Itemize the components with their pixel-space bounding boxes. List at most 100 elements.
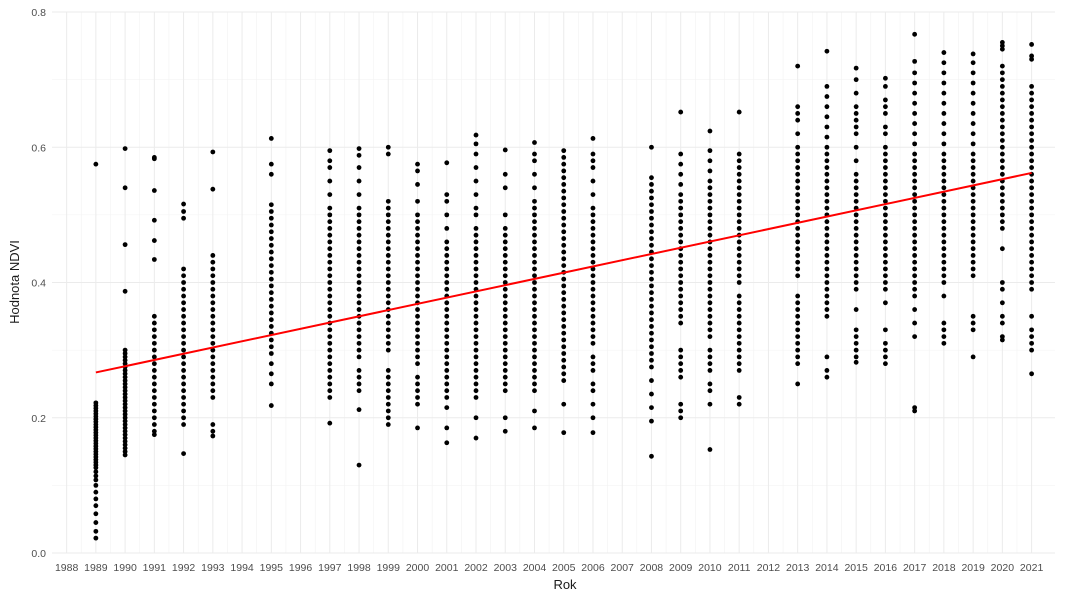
data-point — [1029, 158, 1035, 164]
data-point — [473, 327, 479, 333]
y-axis-title: Hodnota NDVI — [7, 240, 22, 324]
data-point — [356, 286, 362, 292]
data-point — [678, 286, 684, 292]
data-point — [561, 297, 567, 302]
data-point — [502, 286, 508, 292]
data-point — [707, 347, 713, 353]
data-point — [882, 219, 888, 225]
x-tick-label: 1988 — [55, 562, 79, 574]
data-point — [561, 222, 567, 228]
data-point — [385, 313, 391, 319]
data-point — [912, 253, 918, 258]
y-tick-label: 0.6 — [31, 142, 46, 154]
data-point — [1029, 111, 1035, 116]
data-point — [122, 401, 128, 407]
data-point — [999, 300, 1005, 306]
data-point — [912, 246, 918, 252]
data-point — [707, 148, 713, 154]
data-point — [444, 320, 450, 326]
data-point — [824, 185, 830, 191]
data-point — [210, 307, 216, 312]
data-point — [122, 185, 128, 191]
data-point — [795, 165, 801, 170]
data-point — [941, 178, 947, 184]
data-point — [444, 374, 450, 380]
data-point — [327, 219, 333, 225]
data-point — [590, 313, 596, 319]
data-point — [678, 232, 684, 238]
data-point — [736, 205, 742, 211]
data-point — [122, 445, 128, 451]
data-point — [912, 273, 918, 279]
data-point — [970, 212, 976, 218]
data-point — [385, 408, 391, 414]
data-point — [1029, 334, 1035, 339]
data-point — [795, 151, 801, 157]
data-point — [678, 226, 684, 231]
data-point — [795, 340, 801, 346]
data-point — [151, 327, 157, 333]
data-point — [678, 151, 684, 157]
data-point — [649, 182, 654, 187]
data-point — [415, 307, 420, 312]
data-point — [970, 165, 976, 170]
data-point — [268, 283, 274, 289]
data-point — [327, 246, 333, 252]
data-point — [707, 232, 713, 238]
data-point — [970, 151, 976, 157]
data-point — [824, 246, 830, 252]
data-point — [93, 465, 99, 471]
data-point — [444, 246, 450, 252]
data-point — [882, 165, 888, 170]
data-point — [678, 408, 684, 414]
data-point — [941, 239, 947, 245]
data-point — [151, 313, 157, 319]
data-point — [532, 266, 537, 272]
data-point — [853, 77, 859, 83]
data-point — [502, 354, 508, 360]
data-point — [707, 327, 713, 333]
data-point — [561, 401, 567, 407]
data-point — [181, 313, 186, 319]
data-point — [327, 232, 333, 238]
data-point — [678, 415, 684, 421]
data-point — [649, 215, 654, 221]
data-point — [1029, 83, 1035, 89]
data-point — [385, 246, 391, 252]
data-point — [736, 307, 742, 312]
x-tick-label: 2006 — [581, 562, 605, 574]
data-point — [941, 60, 947, 66]
data-point — [151, 428, 157, 434]
data-point — [327, 212, 333, 218]
data-point — [561, 330, 567, 336]
data-point — [707, 266, 713, 272]
data-point — [882, 124, 888, 130]
x-tick-label: 1998 — [347, 562, 371, 574]
data-point — [736, 178, 742, 184]
data-point — [678, 361, 684, 367]
data-point — [181, 280, 186, 285]
data-point — [473, 313, 479, 319]
data-point — [385, 347, 391, 353]
data-point — [912, 185, 918, 191]
data-point — [356, 374, 362, 380]
data-point — [356, 340, 362, 346]
data-point — [1029, 138, 1035, 143]
data-point — [795, 381, 801, 387]
data-point — [532, 171, 537, 177]
data-point — [707, 354, 713, 360]
data-point — [882, 158, 888, 164]
data-point — [444, 327, 450, 333]
data-point — [502, 300, 508, 306]
data-point — [473, 205, 479, 211]
data-point — [356, 192, 362, 197]
data-point — [327, 347, 333, 353]
data-point — [736, 259, 742, 265]
data-point — [327, 165, 333, 170]
data-point — [853, 232, 859, 238]
data-point — [356, 146, 362, 152]
data-point — [590, 354, 596, 360]
data-point — [941, 111, 947, 116]
data-point — [824, 94, 830, 99]
data-point — [736, 246, 742, 252]
